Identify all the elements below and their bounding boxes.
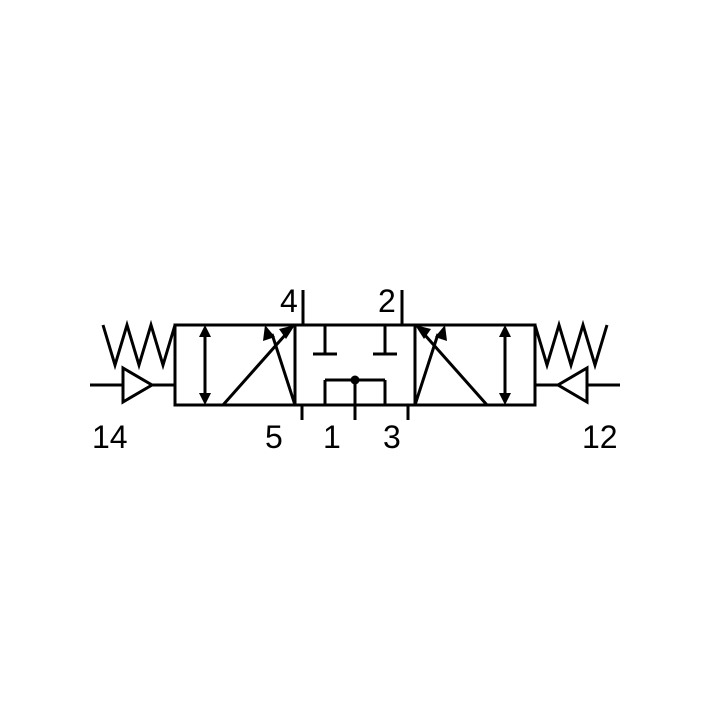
actuator-left xyxy=(90,325,175,402)
cell-left xyxy=(199,325,295,405)
actuator-right xyxy=(535,325,620,402)
labels: 4 2 5 1 3 14 12 xyxy=(92,283,618,455)
port-label-4: 4 xyxy=(280,283,298,319)
valve-diagram: 4 2 5 1 3 14 12 xyxy=(0,0,720,720)
pilot-label-12: 12 xyxy=(582,419,618,455)
pilot-label-14: 14 xyxy=(92,419,128,455)
port-label-1: 1 xyxy=(323,419,341,455)
cell-right xyxy=(415,325,511,405)
port-label-3: 3 xyxy=(383,419,401,455)
cell-center xyxy=(313,325,397,405)
port-label-2: 2 xyxy=(378,283,396,319)
port-label-5: 5 xyxy=(265,419,283,455)
